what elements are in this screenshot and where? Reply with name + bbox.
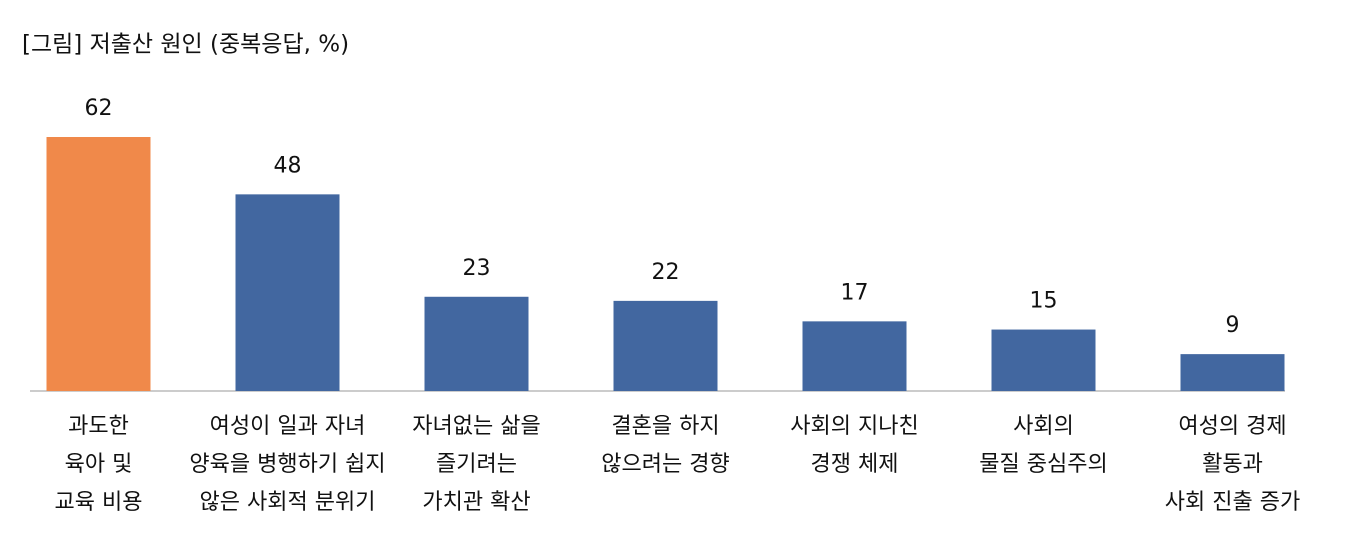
bar <box>424 296 529 391</box>
bar <box>235 194 340 391</box>
x-tick-label: 사회 진출 증가 <box>1165 490 1300 515</box>
value-label: 15 <box>1030 289 1058 314</box>
value-label: 17 <box>841 280 869 305</box>
x-tick-label: 경쟁 체제 <box>811 452 899 477</box>
bar <box>1180 354 1285 391</box>
value-label: 23 <box>463 256 491 281</box>
x-tick-label: 과도한 <box>68 414 129 439</box>
value-label: 9 <box>1226 313 1240 338</box>
x-tick-label: 결혼을 하지 <box>611 414 719 439</box>
bar <box>991 329 1096 391</box>
x-tick-label: 육아 및 <box>65 452 133 477</box>
x-tick-label: 여성이 일과 자녀 <box>210 414 366 439</box>
value-label: 62 <box>85 96 113 121</box>
x-tick-label: 않은 사회적 분위기 <box>200 490 376 515</box>
bar <box>802 321 907 391</box>
x-tick-label: 자녀없는 삶을 <box>412 414 540 439</box>
bar <box>46 137 151 391</box>
x-tick-label: 활동과 <box>1202 452 1263 477</box>
x-tick-label: 사회의 지나친 <box>790 414 918 439</box>
value-label: 22 <box>652 260 680 285</box>
value-label: 48 <box>274 153 302 178</box>
x-tick-label: 교육 비용 <box>55 490 143 515</box>
chart-title: [그림] 저출산 원인 (중복응답, %) <box>22 32 349 58</box>
x-tick-label: 물질 중심주의 <box>979 452 1107 477</box>
x-tick-label: 사회의 <box>1013 414 1074 439</box>
x-tick-label: 않으려는 경향 <box>601 452 729 477</box>
x-tick-label: 여성의 경제 <box>1178 414 1286 439</box>
x-tick-label: 즐기려는 <box>436 452 517 477</box>
x-tick-label: 양육을 병행하기 쉽지 <box>189 452 385 477</box>
bar <box>613 300 718 391</box>
x-tick-label: 가치관 확산 <box>422 490 530 515</box>
